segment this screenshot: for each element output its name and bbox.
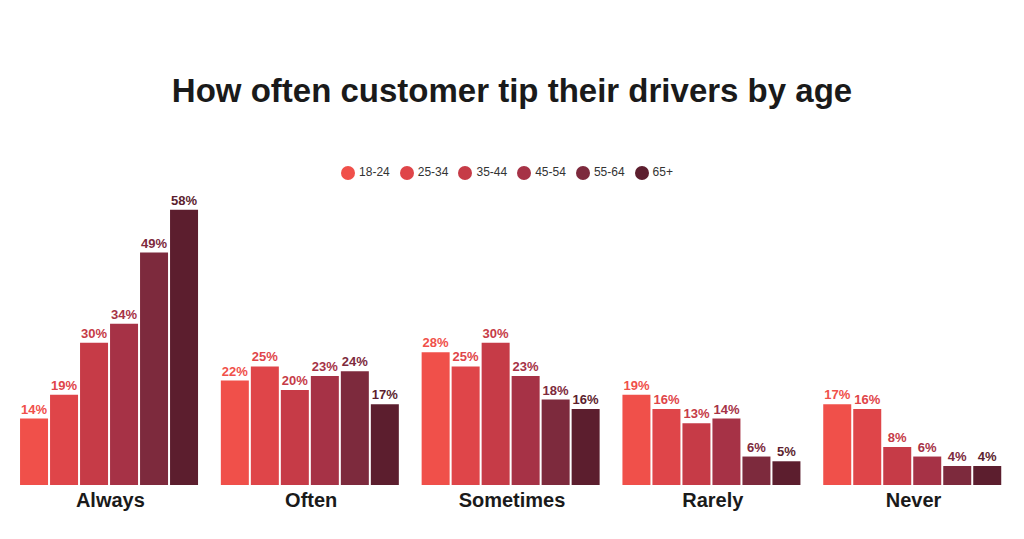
svg-text:Always: Always bbox=[76, 489, 145, 511]
html-text:How often customer tip their d: How often customer tip their drivers by … bbox=[171, 72, 853, 109]
html-text:45-54: 45-54 bbox=[535, 165, 566, 179]
svg-text:16%: 16% bbox=[573, 392, 599, 407]
svg-text:24%: 24% bbox=[342, 354, 368, 369]
svg-text:Never: Never bbox=[886, 489, 942, 511]
svg-text:20%: 20% bbox=[282, 373, 308, 388]
svg-text:5%: 5% bbox=[777, 444, 796, 459]
svg-text:16%: 16% bbox=[854, 392, 880, 407]
svg-text:6%: 6% bbox=[918, 440, 937, 455]
svg-text:18%: 18% bbox=[543, 383, 569, 398]
svg-text:49%: 49% bbox=[141, 236, 167, 251]
svg-text:13%: 13% bbox=[683, 406, 709, 421]
svg-text:58%: 58% bbox=[171, 193, 197, 208]
svg-text:Sometimes: Sometimes bbox=[459, 489, 566, 511]
svg-text:8%: 8% bbox=[888, 430, 907, 445]
html-text:65+: 65+ bbox=[652, 165, 673, 179]
svg-text:4%: 4% bbox=[948, 449, 967, 464]
svg-text:Rarely: Rarely bbox=[682, 489, 744, 511]
svg-text:16%: 16% bbox=[653, 392, 679, 407]
svg-text:34%: 34% bbox=[111, 307, 137, 322]
svg-text:23%: 23% bbox=[312, 359, 338, 374]
svg-text:28%: 28% bbox=[423, 335, 449, 350]
svg-text:30%: 30% bbox=[81, 326, 107, 341]
svg-text:19%: 19% bbox=[51, 378, 77, 393]
svg-text:4%: 4% bbox=[978, 449, 997, 464]
html-text:35-44: 35-44 bbox=[476, 165, 508, 179]
svg-text:14%: 14% bbox=[713, 402, 739, 417]
svg-text:30%: 30% bbox=[483, 326, 509, 341]
html-text:18-24: 18-24 bbox=[359, 165, 390, 179]
svg-text:23%: 23% bbox=[513, 359, 539, 374]
svg-text:14%: 14% bbox=[21, 402, 47, 417]
html-text:55-64: 55-64 bbox=[593, 165, 625, 179]
svg-text:22%: 22% bbox=[222, 364, 248, 379]
svg-text:17%: 17% bbox=[824, 387, 850, 402]
svg-text:19%: 19% bbox=[623, 378, 649, 393]
svg-text:17%: 17% bbox=[372, 387, 398, 402]
svg-text:6%: 6% bbox=[747, 440, 766, 455]
svg-text:25%: 25% bbox=[453, 349, 479, 364]
html-text:25-34: 25-34 bbox=[417, 165, 449, 179]
svg-text:Often: Often bbox=[285, 489, 337, 511]
svg-text:25%: 25% bbox=[252, 349, 278, 364]
